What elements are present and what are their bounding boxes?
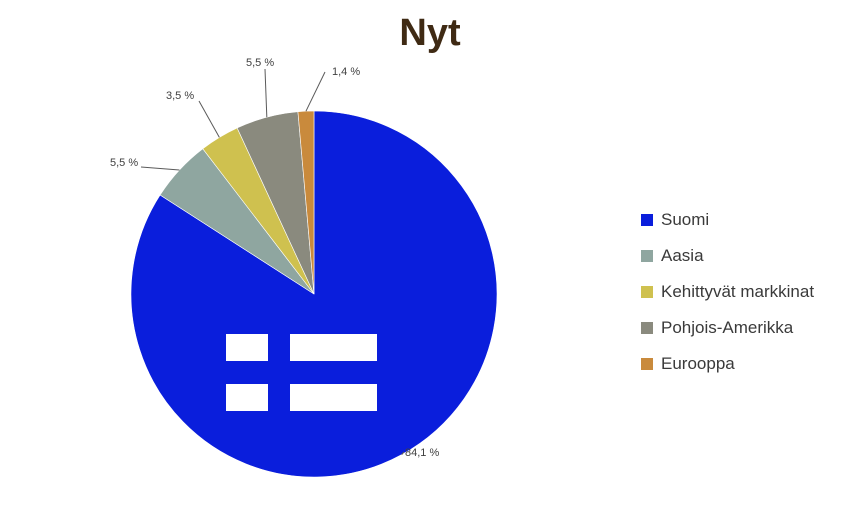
leader-line-pohjois-amerikka — [264, 68, 268, 118]
flag-field-2 — [290, 334, 377, 361]
data-label-pohjois-amerikka: 5,5 % — [246, 57, 274, 69]
data-label-kehittyvat-markkinat: 3,5 % — [166, 90, 194, 102]
leader-line-aasia — [140, 166, 180, 171]
chart-title: Nyt — [399, 12, 461, 54]
leader-line-kehittyvat-markkinat — [198, 100, 220, 138]
legend-item-suomi: Suomi — [641, 206, 814, 233]
data-label-eurooppa: 1,4 % — [332, 66, 360, 78]
flag-field-4 — [290, 384, 377, 411]
legend-item-eurooppa: Eurooppa — [641, 350, 814, 377]
data-label-suomi: 84,1 % — [405, 447, 439, 459]
finnish-flag-cross-icon — [226, 334, 377, 411]
data-label-leader-lines — [140, 68, 405, 455]
legend-item-aasia: Aasia — [641, 242, 814, 269]
legend-label-aasia: Aasia — [661, 245, 704, 265]
pie-slices — [130, 110, 498, 478]
legend-label-suomi: Suomi — [661, 209, 710, 229]
leader-line-suomi — [401, 451, 405, 455]
legend: Suomi Aasia Kehittyvät markkinat Pohjois… — [641, 206, 814, 386]
legend-item-pohjois-amerikka: Pohjois-Amerikka — [641, 314, 814, 341]
legend-swatch-eurooppa — [641, 357, 653, 370]
data-labels: 84,1 % 5,5 % 3,5 % 5,5 % 1,4 % — [110, 57, 439, 459]
legend-item-kehittyvat-markkinat: Kehittyvät markkinat — [641, 278, 814, 305]
flag-field-3 — [226, 384, 268, 411]
flag-field-1 — [226, 334, 268, 361]
legend-swatch-suomi — [641, 213, 653, 226]
leader-line-eurooppa — [305, 71, 326, 112]
legend-swatch-aasia — [641, 249, 653, 262]
legend-label-pohjois-amerikka: Pohjois-Amerikka — [661, 317, 794, 337]
legend-swatch-kehittyvat-markkinat — [641, 285, 653, 298]
legend-label-eurooppa: Eurooppa — [661, 353, 735, 373]
pie-slice-eurooppa — [297, 110, 315, 295]
legend-swatch-pohjois-amerikka — [641, 321, 653, 334]
legend-label-kehittyvat-markkinat: Kehittyvät markkinat — [661, 281, 815, 301]
data-label-aasia: 5,5 % — [110, 157, 138, 169]
